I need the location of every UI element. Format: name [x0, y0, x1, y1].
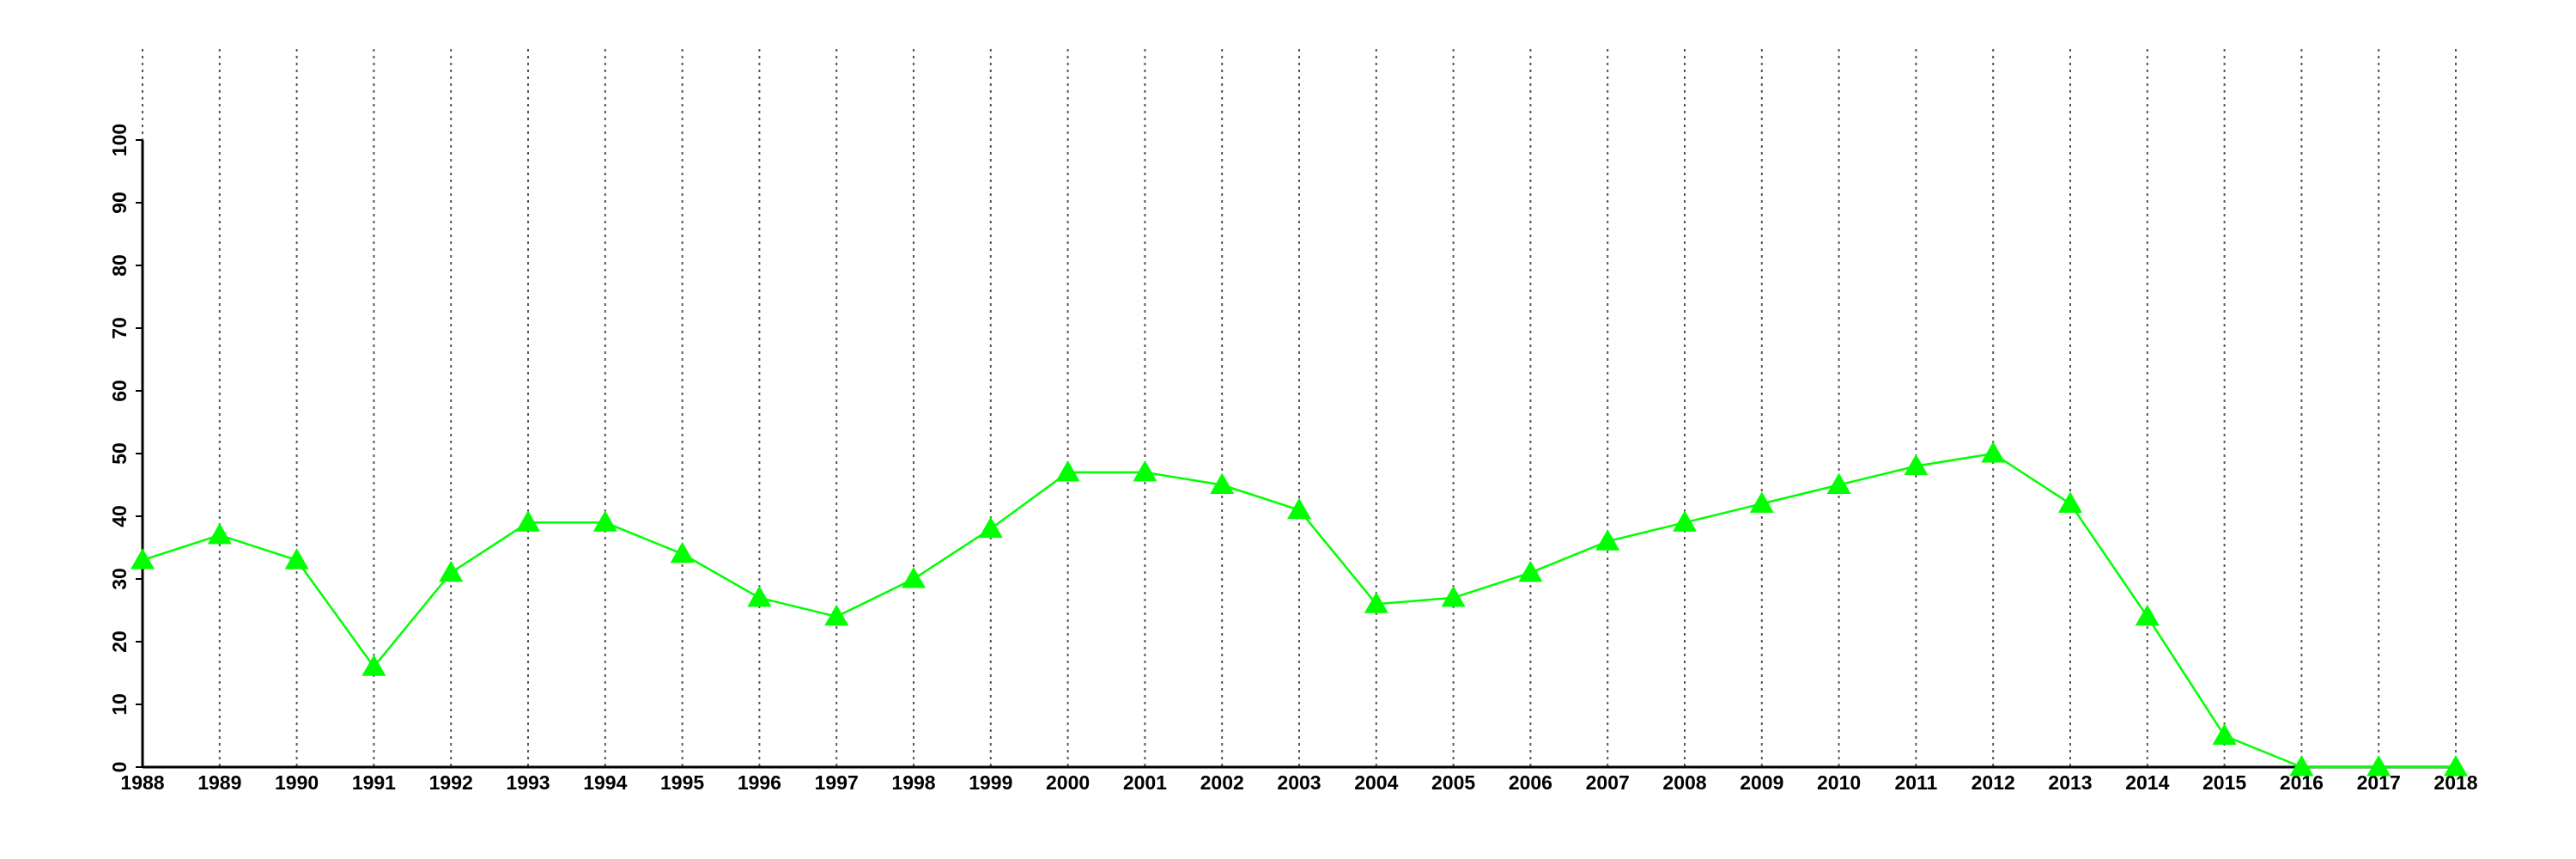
y-tick-label: 10	[108, 693, 131, 716]
point-marker	[747, 585, 772, 607]
point-marker	[902, 567, 926, 588]
x-tick-label: 2012	[1971, 771, 2015, 794]
y-tick-label: 60	[108, 380, 131, 402]
point-marker	[1595, 529, 1620, 551]
x-tick-label: 1999	[969, 771, 1012, 794]
point-marker	[824, 604, 849, 626]
x-tick-label: 2008	[1662, 771, 1706, 794]
x-tick-label: 1995	[660, 771, 704, 794]
point-marker	[1826, 472, 1851, 494]
y-tick-label: 90	[108, 192, 131, 214]
x-tick-label: 2005	[1431, 771, 1475, 794]
x-tick-label: 2011	[1894, 771, 1937, 794]
point-marker	[516, 510, 540, 532]
x-tick-label: 1998	[891, 771, 935, 794]
point-marker	[1518, 560, 1543, 582]
point-marker	[2289, 755, 2314, 777]
x-tick-label: 2009	[1740, 771, 1783, 794]
x-tick-label: 2013	[2048, 771, 2092, 794]
point-marker	[592, 510, 617, 532]
point-marker	[1673, 510, 1697, 532]
x-tick-label: 2003	[1277, 771, 1321, 794]
y-tick-label: 70	[108, 317, 131, 339]
x-tick-label: 2007	[1586, 771, 1630, 794]
y-tick-label: 0	[108, 762, 131, 773]
x-tick-label: 2014	[2125, 771, 2169, 794]
x-tick-label: 2004	[1354, 771, 1398, 794]
point-marker	[1210, 472, 1235, 494]
point-marker	[1055, 460, 1080, 482]
x-tick-label: 2002	[1200, 771, 1244, 794]
point-marker	[1364, 592, 1388, 613]
point-marker	[361, 655, 386, 676]
x-tick-label: 1988	[120, 771, 164, 794]
x-tick-label: 1992	[429, 771, 473, 794]
point-marker	[1287, 497, 1311, 520]
y-tick-label: 100	[108, 124, 131, 156]
x-tick-label: 2001	[1123, 771, 1167, 794]
point-marker	[978, 516, 1003, 539]
point-marker	[439, 560, 464, 582]
y-tick-label: 20	[108, 631, 131, 653]
point-marker	[1133, 460, 1157, 482]
point-marker	[2366, 755, 2391, 777]
y-tick-label: 40	[108, 505, 131, 527]
y-tick-label: 80	[108, 254, 131, 277]
x-tick-label: 2000	[1046, 771, 1090, 794]
point-marker	[207, 522, 232, 545]
point-marker	[670, 541, 695, 564]
x-tick-label: 1990	[275, 771, 319, 794]
point-marker	[2212, 723, 2237, 745]
x-tick-label: 1997	[815, 771, 859, 794]
point-marker	[284, 548, 309, 570]
point-marker	[2135, 604, 2160, 626]
point-marker	[2444, 755, 2468, 777]
x-tick-label: 1996	[738, 771, 781, 794]
y-tick-label: 50	[108, 442, 131, 465]
point-marker	[131, 548, 155, 570]
point-marker	[1749, 491, 1774, 513]
x-tick-label: 2015	[2202, 771, 2246, 794]
point-marker	[1981, 442, 2006, 463]
point-marker	[2058, 491, 2082, 513]
x-tick-label: 1993	[506, 771, 550, 794]
point-marker	[1904, 454, 1929, 476]
y-tick-label: 30	[108, 568, 131, 590]
x-tick-label: 1991	[352, 771, 396, 794]
x-tick-label: 1989	[197, 771, 241, 794]
x-tick-label: 2010	[1817, 771, 1861, 794]
x-tick-label: 2006	[1509, 771, 1552, 794]
point-marker	[1441, 585, 1466, 607]
x-tick-label: 1994	[583, 771, 627, 794]
